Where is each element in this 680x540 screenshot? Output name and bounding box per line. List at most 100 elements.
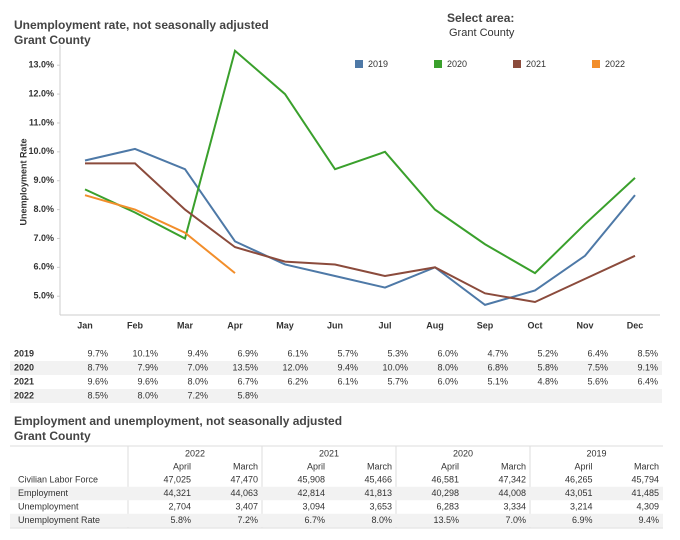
table-cell: 6.7%: [237, 376, 258, 386]
x-tick-label: Nov: [576, 320, 593, 330]
table-cell: 40,298: [431, 488, 459, 498]
row-bg: [10, 361, 662, 375]
table-cell: 3,334: [503, 501, 526, 511]
table-cell: 5.7%: [387, 376, 408, 386]
table-cell: 7.2%: [237, 515, 258, 525]
chart-title: Unemployment rate, not seasonally adjust…: [14, 18, 269, 32]
table-cell: 4.8%: [537, 376, 558, 386]
row-bg: [10, 389, 662, 403]
row-label: 2022: [14, 390, 34, 400]
filter-label: Select area:: [447, 11, 514, 25]
x-tick-label: Jul: [378, 320, 391, 330]
legend-swatch: [434, 60, 442, 68]
x-tick-label: Apr: [227, 320, 243, 330]
table-title: Employment and unemployment, not seasona…: [14, 414, 342, 428]
table-cell: 7.0%: [505, 515, 526, 525]
table-cell: 41,813: [364, 488, 392, 498]
series-line: [84, 48, 636, 275]
y-tick-label: 9.0%: [33, 175, 54, 185]
table-cell: 3,407: [235, 501, 258, 511]
table-cell: 9.4%: [638, 515, 659, 525]
series-line: [84, 147, 636, 306]
row-label: 2021: [14, 376, 34, 386]
table-cell: 45,794: [631, 474, 659, 484]
table-cell: 7.9%: [137, 362, 158, 372]
table-cell: 44,063: [230, 488, 258, 498]
table-cell: 8.5%: [637, 348, 658, 358]
month-header: April: [307, 461, 325, 471]
month-header: March: [233, 461, 258, 471]
table-cell: 42,814: [297, 488, 325, 498]
series-line: [84, 194, 236, 274]
table-cell: 5.6%: [587, 376, 608, 386]
table-cell: 45,466: [364, 474, 392, 484]
y-tick-label: 12.0%: [28, 88, 54, 98]
legend-swatch: [513, 60, 521, 68]
table-cell: 3,214: [570, 501, 593, 511]
chart-subtitle: Grant County: [14, 33, 91, 47]
table-cell: 5.8%: [170, 515, 191, 525]
table-cell: 9.6%: [87, 376, 108, 386]
row-label: Unemployment: [18, 501, 79, 511]
table-cell: 6.1%: [337, 376, 358, 386]
table-cell: 7.0%: [187, 362, 208, 372]
table-cell: 6.0%: [437, 376, 458, 386]
table-cell: 4,309: [636, 501, 659, 511]
table-cell: 13.5%: [232, 362, 258, 372]
table-cell: 8.0%: [437, 362, 458, 372]
row-bg: [10, 513, 663, 528]
table-cell: 6.4%: [587, 348, 608, 358]
table-cell: 6.9%: [572, 515, 593, 525]
legend-label: 2020: [447, 59, 467, 69]
month-header: March: [634, 461, 659, 471]
x-tick-label: Mar: [177, 320, 194, 330]
x-tick-label: May: [276, 320, 294, 330]
table-cell: 10.0%: [382, 362, 408, 372]
legend-label: 2019: [368, 59, 388, 69]
table-cell: 47,342: [498, 474, 526, 484]
x-tick-label: Dec: [627, 320, 644, 330]
table-cell: 5.3%: [387, 348, 408, 358]
table-cell: 2,704: [168, 501, 191, 511]
x-tick-label: Aug: [426, 320, 444, 330]
filter-value[interactable]: Grant County: [449, 27, 515, 39]
table-cell: 6.7%: [304, 515, 325, 525]
table-cell: 9.4%: [337, 362, 358, 372]
table-cell: 3,094: [302, 501, 325, 511]
month-header: April: [574, 461, 592, 471]
table-cell: 8.5%: [87, 390, 108, 400]
table-cell: 10.1%: [132, 348, 158, 358]
y-tick-label: 5.0%: [33, 291, 54, 301]
year-header: 2020: [453, 448, 473, 458]
year-header: 2019: [586, 448, 606, 458]
table-cell: 5.8%: [237, 390, 258, 400]
row-label: 2019: [14, 348, 34, 358]
table-cell: 6.9%: [237, 348, 258, 358]
y-axis-title: Unemployment Rate: [18, 138, 28, 225]
table-cell: 13.5%: [433, 515, 459, 525]
table-cell: 44,008: [498, 488, 526, 498]
year-header: 2022: [185, 448, 205, 458]
legend-label: 2021: [526, 59, 546, 69]
month-header: April: [173, 461, 191, 471]
x-tick-label: Oct: [527, 320, 542, 330]
table-cell: 4.7%: [487, 348, 508, 358]
row-label: Unemployment Rate: [18, 515, 100, 525]
month-header: March: [501, 461, 526, 471]
table-cell: 7.2%: [187, 390, 208, 400]
table-cell: 6.8%: [487, 362, 508, 372]
table-cell: 8.7%: [87, 362, 108, 372]
y-tick-label: 8.0%: [33, 204, 54, 214]
series-line: [85, 162, 636, 304]
table-cell: 9.7%: [87, 348, 108, 358]
table-cell: 6.0%: [437, 348, 458, 358]
table-cell: 41,485: [631, 488, 659, 498]
row-bg: [10, 486, 663, 501]
table-cell: 6.1%: [287, 348, 308, 358]
y-tick-label: 6.0%: [33, 262, 54, 272]
table-cell: 9.6%: [137, 376, 158, 386]
table-cell: 8.0%: [187, 376, 208, 386]
table-cell: 12.0%: [282, 362, 308, 372]
row-label: Civilian Labor Force: [18, 474, 98, 484]
x-tick-label: Jun: [327, 320, 343, 330]
